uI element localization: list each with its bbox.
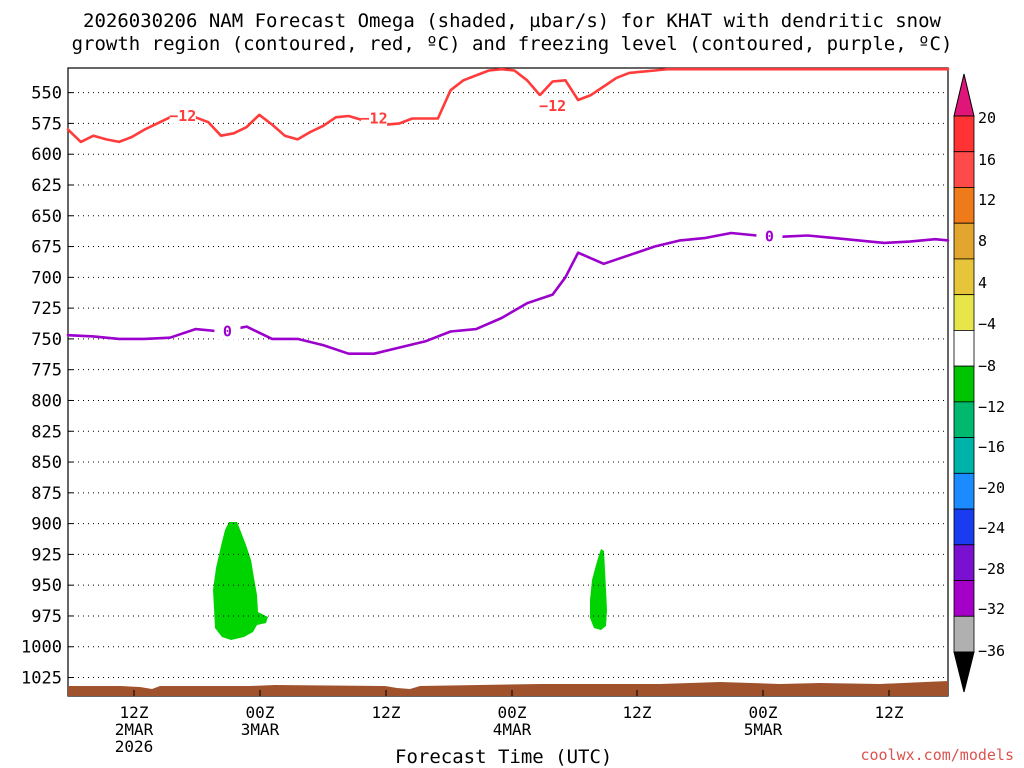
x-tick-label: 2026 [115, 737, 154, 756]
y-tick-label: 1000 [21, 638, 62, 658]
x-tick-label: 5MAR [744, 720, 783, 739]
colorbar-segment [953, 365, 975, 403]
colorbar-segment [953, 437, 975, 474]
colorbar-label: −28 [978, 560, 1005, 578]
colorbar-segment [953, 615, 975, 653]
chart-title-line-2: growth region (contoured, red, ºC) and f… [71, 33, 953, 55]
colorbar-segment [953, 187, 975, 224]
contour-label-bg [214, 321, 241, 340]
colorbar-top-arrow [953, 73, 975, 117]
credit-text: coolwx.com/models [860, 746, 1014, 764]
colorbar-label: −20 [978, 479, 1005, 497]
colorbar-segment [953, 151, 975, 188]
colorbar-label: −24 [978, 519, 1005, 537]
contour-label-bg [169, 105, 196, 124]
colorbar-segment [953, 222, 975, 260]
x-tick-label: 00Z [749, 703, 778, 722]
y-tick-label: 800 [31, 391, 62, 411]
colorbar-label: −4 [978, 315, 996, 333]
y-tick-label: 700 [31, 268, 62, 288]
colorbar-label: −16 [978, 438, 1005, 456]
colorbar-label: 12 [978, 191, 996, 209]
y-tick-label: 550 [31, 84, 62, 104]
y-tick-label: 925 [31, 545, 62, 565]
y-tick-label: 725 [31, 299, 62, 319]
x-tick-label: 00Z [246, 703, 275, 722]
y-tick-label: 675 [31, 238, 62, 258]
y-tick-label: 825 [31, 422, 62, 442]
x-tick-label: 3MAR [241, 720, 280, 739]
colorbar-label: −36 [978, 642, 1005, 660]
colorbar-segment [953, 544, 975, 581]
x-tick-label: 12Z [372, 703, 401, 722]
colorbar-label: −8 [978, 357, 996, 375]
contour-label: −12 [361, 109, 388, 127]
colorbar-segment [953, 472, 975, 510]
colorbar-label: 20 [978, 109, 996, 127]
colorbar-segment [953, 115, 975, 153]
x-tick-label: 12Z [875, 703, 904, 722]
colorbar-label: −32 [978, 600, 1005, 618]
colorbar-label: 16 [978, 151, 996, 169]
contour-label: −12 [169, 107, 196, 125]
contour-label-bg [756, 226, 783, 245]
y-tick-label: 775 [31, 361, 62, 381]
contour-label: −12 [539, 97, 566, 115]
x-tick-label: 12Z [623, 703, 652, 722]
colorbar-label: −12 [978, 398, 1005, 416]
x-tick-label: 4MAR [493, 720, 532, 739]
colorbar-segment [953, 294, 975, 331]
y-tick-label: 900 [31, 515, 62, 535]
plot-frame [67, 67, 949, 697]
x-tick-label: 12Z [120, 703, 149, 722]
colorbar-segment [953, 401, 975, 439]
contour-label-bg [361, 108, 388, 127]
omega-shaded-region [590, 549, 607, 630]
contour-label: 0 [223, 322, 232, 340]
colorbar-segment [953, 329, 975, 367]
y-tick-label: 625 [31, 176, 62, 196]
y-tick-label: 850 [31, 453, 62, 473]
contour-label-bg [539, 95, 566, 114]
y-tick-label: 600 [31, 145, 62, 165]
dgz-contour-minus12 [66, 67, 950, 144]
y-tick-label: 750 [31, 330, 62, 350]
colorbar-label: 8 [978, 232, 987, 250]
colorbar-segment [953, 580, 975, 617]
colorbar-segment [953, 258, 975, 296]
y-tick-label: 950 [31, 576, 62, 596]
y-tick-label: 875 [31, 484, 62, 504]
y-tick-label: 575 [31, 114, 62, 134]
colorbar-segment [953, 508, 975, 546]
omega-shaded-region [213, 522, 268, 640]
y-tick-label: 975 [31, 607, 62, 627]
colorbar-label: 4 [978, 274, 987, 292]
x-axis-label: Forecast Time (UTC) [395, 746, 613, 768]
y-tick-label: 650 [31, 207, 62, 227]
x-tick-label: 2MAR [115, 720, 154, 739]
colorbar-bottom-arrow [953, 651, 975, 693]
contour-label: 0 [765, 227, 774, 245]
y-tick-label: 1025 [21, 669, 62, 689]
x-tick-label: 00Z [498, 703, 527, 722]
terrain-surface [68, 681, 948, 696]
chart-title-line-1: 2026030206 NAM Forecast Omega (shaded, µ… [83, 10, 941, 32]
